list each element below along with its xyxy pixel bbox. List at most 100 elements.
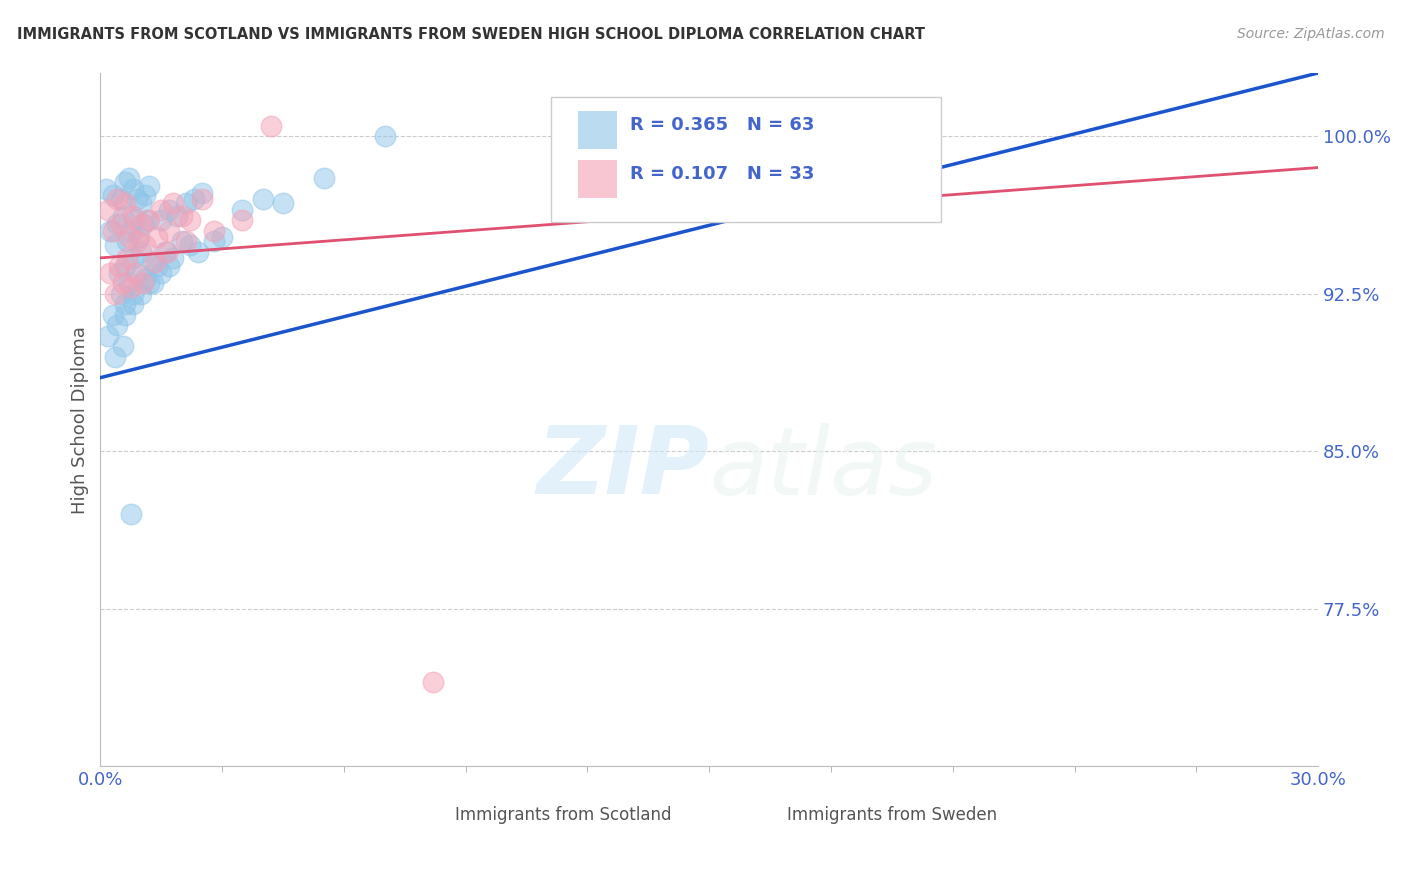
- Point: [211, 230, 233, 244]
- Point: [150, 202, 173, 217]
- Point: [125, 266, 148, 280]
- Point: [124, 213, 146, 227]
- Point: [146, 230, 169, 244]
- Point: [170, 209, 193, 223]
- Bar: [578, 112, 617, 149]
- Point: [121, 286, 143, 301]
- Point: [231, 213, 253, 227]
- Point: [107, 260, 129, 274]
- Point: [114, 308, 136, 322]
- Point: [96, 181, 118, 195]
- Text: R = 0.107   N = 33: R = 0.107 N = 33: [630, 164, 814, 183]
- Point: [136, 213, 159, 227]
- Point: [157, 202, 180, 217]
- Point: [110, 286, 132, 301]
- Point: [191, 186, 214, 200]
- Point: [179, 238, 201, 252]
- Text: R = 0.365   N = 63: R = 0.365 N = 63: [630, 116, 814, 134]
- Point: [103, 286, 125, 301]
- Point: [155, 244, 177, 259]
- Point: [156, 244, 179, 259]
- Point: [120, 280, 142, 294]
- Point: [252, 192, 274, 206]
- Point: [114, 260, 136, 274]
- Text: atlas: atlas: [709, 423, 938, 514]
- Point: [202, 234, 225, 248]
- Point: [121, 297, 143, 311]
- Point: [107, 266, 129, 280]
- Point: [142, 255, 165, 269]
- Point: [170, 234, 193, 248]
- Point: [110, 192, 132, 206]
- Point: [129, 244, 152, 259]
- Point: [142, 276, 165, 290]
- Point: [105, 217, 128, 231]
- Text: ZIP: ZIP: [536, 422, 709, 514]
- Bar: [578, 160, 617, 198]
- Point: [132, 276, 155, 290]
- Y-axis label: High School Diploma: High School Diploma: [72, 326, 89, 514]
- Point: [129, 196, 152, 211]
- Point: [125, 234, 148, 248]
- Point: [134, 272, 156, 286]
- Point: [166, 209, 188, 223]
- Point: [100, 223, 122, 237]
- Point: [132, 217, 155, 231]
- Point: [138, 179, 160, 194]
- Point: [146, 260, 169, 274]
- Point: [115, 251, 138, 265]
- Point: [125, 192, 148, 206]
- Point: [97, 328, 120, 343]
- Text: Immigrants from Scotland: Immigrants from Scotland: [456, 806, 671, 824]
- Bar: [411, 800, 447, 828]
- Point: [231, 202, 253, 217]
- Point: [157, 260, 180, 274]
- Point: [191, 192, 214, 206]
- Point: [312, 171, 335, 186]
- FancyBboxPatch shape: [551, 97, 941, 222]
- Point: [150, 213, 173, 227]
- Point: [129, 286, 152, 301]
- Point: [174, 234, 197, 248]
- Point: [138, 213, 160, 227]
- Point: [143, 255, 166, 269]
- Point: [183, 192, 205, 206]
- Point: [162, 251, 184, 265]
- Point: [124, 266, 146, 280]
- Point: [157, 223, 180, 237]
- Point: [129, 217, 152, 231]
- Point: [101, 223, 124, 237]
- Point: [97, 202, 120, 217]
- Point: [120, 223, 142, 237]
- Point: [150, 266, 173, 280]
- Point: [114, 196, 136, 211]
- Point: [121, 251, 143, 265]
- Point: [101, 187, 124, 202]
- Point: [134, 238, 156, 252]
- Point: [111, 339, 134, 353]
- Point: [105, 192, 128, 206]
- Point: [115, 234, 138, 248]
- Point: [373, 128, 395, 143]
- Point: [110, 217, 132, 231]
- Point: [422, 675, 444, 690]
- Point: [162, 196, 184, 211]
- Point: [103, 350, 125, 364]
- Point: [174, 196, 197, 211]
- Point: [114, 297, 136, 311]
- Point: [187, 244, 209, 259]
- Point: [114, 175, 136, 189]
- Point: [111, 209, 134, 223]
- Point: [128, 230, 150, 244]
- Point: [118, 171, 141, 186]
- Point: [138, 276, 160, 290]
- Text: Source: ZipAtlas.com: Source: ZipAtlas.com: [1237, 27, 1385, 41]
- Text: IMMIGRANTS FROM SCOTLAND VS IMMIGRANTS FROM SWEDEN HIGH SCHOOL DIPLOMA CORRELATI: IMMIGRANTS FROM SCOTLAND VS IMMIGRANTS F…: [17, 27, 925, 42]
- Bar: [752, 800, 789, 828]
- Point: [260, 119, 283, 133]
- Point: [202, 223, 225, 237]
- Point: [271, 196, 294, 211]
- Point: [134, 187, 156, 202]
- Point: [111, 276, 134, 290]
- Point: [121, 181, 143, 195]
